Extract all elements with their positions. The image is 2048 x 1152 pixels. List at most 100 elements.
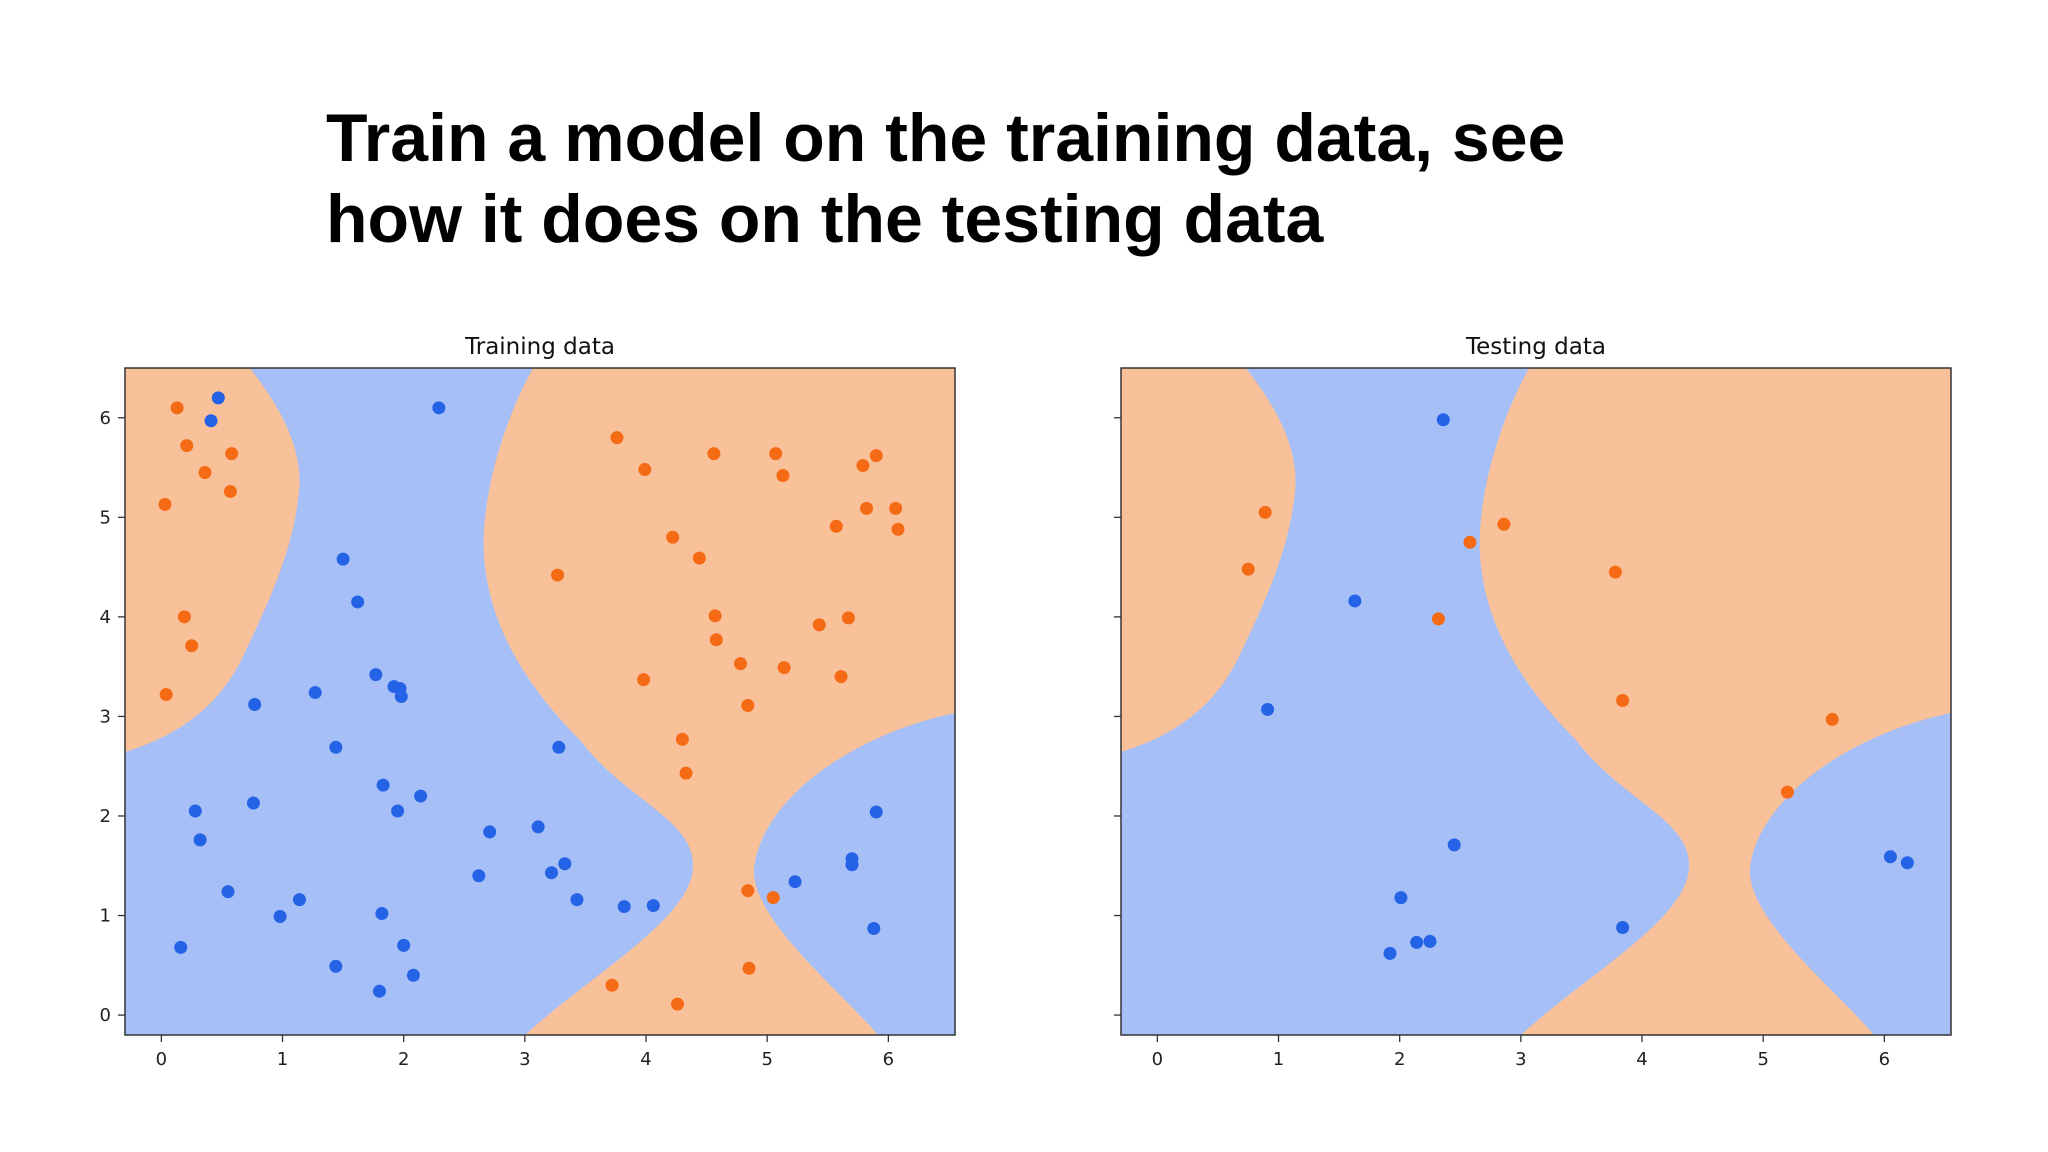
orange-region-center bbox=[1479, 368, 1951, 1035]
orange-point bbox=[1497, 517, 1511, 531]
orange-point bbox=[159, 688, 173, 702]
blue-point bbox=[1394, 891, 1408, 905]
blue-point bbox=[1410, 935, 1424, 949]
x-tick-label: 0 bbox=[1152, 1049, 1163, 1070]
orange-point bbox=[869, 449, 883, 463]
x-tick-label: 1 bbox=[277, 1049, 288, 1070]
orange-point bbox=[707, 447, 721, 461]
orange-point bbox=[1463, 535, 1477, 549]
orange-point bbox=[812, 618, 826, 632]
blue-point bbox=[1616, 920, 1630, 934]
x-axis-ticks: 0 1 2 3 4 5 6 bbox=[1152, 1035, 1890, 1070]
blue-point bbox=[406, 968, 420, 982]
orange-point bbox=[1825, 712, 1839, 726]
blue-point bbox=[432, 401, 446, 415]
orange-point bbox=[1258, 505, 1272, 519]
orange-point bbox=[860, 501, 874, 515]
orange-point bbox=[223, 484, 237, 498]
orange-point bbox=[766, 891, 780, 905]
blue-point bbox=[211, 391, 225, 405]
y-axis-ticks: 0 1 2 3 4 5 6 bbox=[100, 408, 125, 1026]
slide-title-line-2: how it does on the testing data bbox=[326, 181, 1324, 257]
x-tick-label: 2 bbox=[1394, 1049, 1405, 1070]
y-tick-label: 5 bbox=[100, 507, 111, 528]
orange-point bbox=[889, 501, 903, 515]
orange-point bbox=[856, 459, 870, 473]
orange-point bbox=[177, 610, 191, 624]
y-tick-label: 0 bbox=[100, 1005, 111, 1026]
y-axis-ticks bbox=[1114, 417, 1121, 1016]
orange-point bbox=[734, 657, 748, 671]
orange-point bbox=[610, 431, 624, 445]
y-tick-label: 3 bbox=[100, 706, 111, 727]
orange-point bbox=[1780, 785, 1794, 799]
orange-point bbox=[891, 522, 905, 536]
decision-regions bbox=[1121, 368, 1951, 1035]
orange-point bbox=[769, 447, 783, 461]
orange-point bbox=[671, 997, 685, 1011]
orange-point bbox=[185, 639, 199, 653]
blue-point bbox=[483, 825, 497, 839]
blue-point bbox=[329, 740, 343, 754]
x-tick-label: 4 bbox=[640, 1049, 651, 1070]
panel-title: Training data bbox=[464, 334, 615, 360]
blue-point bbox=[174, 940, 188, 954]
x-tick-label: 1 bbox=[1273, 1049, 1284, 1070]
blue-point bbox=[472, 869, 486, 883]
blue-point bbox=[845, 858, 859, 872]
orange-point bbox=[692, 551, 706, 565]
data-points bbox=[158, 391, 905, 1011]
orange-point bbox=[742, 961, 756, 975]
blue-point bbox=[188, 804, 202, 818]
orange-region-top-left bbox=[125, 368, 300, 752]
orange-point bbox=[225, 447, 239, 461]
data-points bbox=[1241, 413, 1914, 960]
blue-point bbox=[376, 778, 390, 792]
orange-point bbox=[1431, 612, 1445, 626]
orange-point bbox=[741, 884, 755, 898]
blue-point bbox=[375, 907, 389, 921]
orange-point bbox=[1616, 694, 1630, 708]
plot-frame bbox=[1120, 367, 1952, 1036]
orange-point bbox=[170, 401, 184, 415]
orange-point bbox=[180, 439, 194, 453]
x-tick-label: 3 bbox=[519, 1049, 530, 1070]
orange-point bbox=[741, 698, 755, 712]
blue-point bbox=[788, 875, 802, 889]
slide-title: Train a model on the training data, see … bbox=[326, 98, 1726, 260]
blue-point bbox=[351, 595, 365, 609]
orange-point bbox=[834, 670, 848, 684]
blue-point bbox=[552, 740, 566, 754]
panel-title: Testing data bbox=[1465, 334, 1606, 360]
slide-title-line-1: Train a model on the training data, see bbox=[326, 100, 1566, 176]
orange-point bbox=[637, 673, 651, 687]
orange-point bbox=[709, 633, 723, 647]
blue-point bbox=[369, 668, 383, 682]
blue-point bbox=[867, 921, 881, 935]
blue-point bbox=[1348, 594, 1362, 608]
orange-point bbox=[679, 766, 693, 780]
x-tick-label: 0 bbox=[156, 1049, 167, 1070]
x-tick-label: 5 bbox=[1757, 1049, 1768, 1070]
blue-point bbox=[372, 984, 386, 998]
y-tick-label: 6 bbox=[100, 408, 111, 429]
orange-point bbox=[198, 466, 212, 480]
blue-point bbox=[394, 690, 408, 704]
blue-point bbox=[391, 804, 405, 818]
x-axis-ticks: 0 1 2 3 4 5 6 bbox=[156, 1035, 894, 1070]
orange-point bbox=[776, 469, 790, 483]
blue-point bbox=[273, 910, 287, 924]
blue-point bbox=[617, 900, 631, 914]
blue-point bbox=[570, 893, 584, 907]
blue-point bbox=[1900, 856, 1914, 870]
blue-point bbox=[414, 789, 428, 803]
orange-point bbox=[551, 568, 565, 582]
orange-region-top-left bbox=[1121, 368, 1296, 752]
orange-point bbox=[829, 519, 843, 533]
blue-point bbox=[221, 885, 235, 899]
orange-point bbox=[638, 463, 652, 477]
plot-frame bbox=[124, 367, 956, 1036]
x-tick-label: 4 bbox=[1636, 1049, 1647, 1070]
y-tick-label: 4 bbox=[100, 607, 111, 628]
